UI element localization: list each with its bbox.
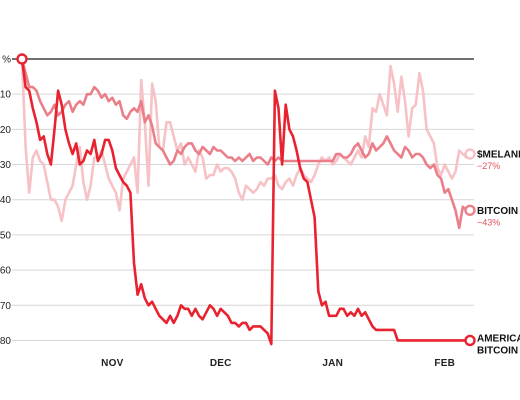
x-tick-label: JAN [322, 358, 343, 369]
y-tick-label: 10 [0, 90, 11, 101]
y-tick-label: % [2, 55, 11, 66]
y-tick-label: 60 [0, 266, 11, 277]
series-lines [16, 53, 472, 346]
start-point-marker [16, 53, 28, 65]
x-tick-label: FEB [434, 358, 455, 369]
series-line-bitcoin [20, 57, 472, 230]
series-line-american_bitcoin [20, 57, 472, 346]
end-point-marker-american_bitcoin [464, 334, 476, 347]
x-axis-ticks: NOV DEC JAN FEB [101, 358, 455, 369]
y-tick-label: 80 [0, 336, 11, 347]
y-tick-label: 40 [0, 195, 11, 206]
series-change-melania: −27% [477, 161, 500, 171]
series-label-american_bitcoin: BITCOIN [477, 345, 518, 356]
x-tick-label: DEC [210, 358, 232, 369]
y-axis-ticks: % 10 20 30 40 50 60 70 80 [0, 55, 11, 347]
series-label-american_bitcoin: AMERICA [477, 333, 520, 344]
y-tick-label: 20 [0, 125, 11, 136]
end-point-marker-bitcoin [464, 204, 476, 216]
series-change-bitcoin: −43% [477, 217, 500, 227]
series-line-melania [20, 57, 472, 223]
end-point-marker-melania [464, 148, 476, 160]
series-label-melania: $MELANIA [477, 149, 520, 160]
y-tick-label: 70 [0, 301, 11, 312]
y-tick-label: 30 [0, 160, 11, 171]
series-label-bitcoin: BITCOIN [477, 206, 518, 217]
y-tick-label: 50 [0, 230, 11, 241]
x-tick-label: NOV [101, 358, 123, 369]
